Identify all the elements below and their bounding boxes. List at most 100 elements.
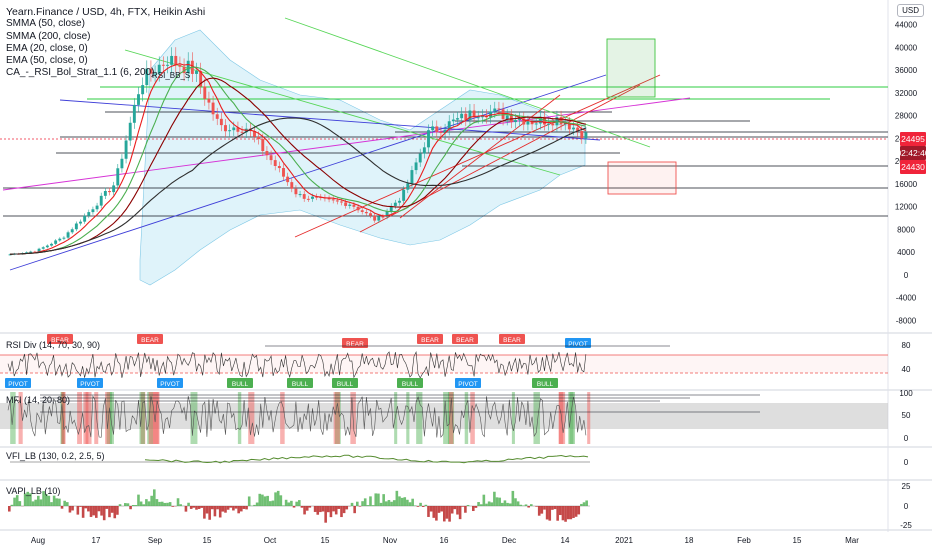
- signal-label-text: BULL: [232, 381, 249, 388]
- vapi-bar: [63, 501, 66, 506]
- vfi-axis-label: 0: [904, 458, 909, 467]
- candle-body: [141, 85, 144, 94]
- vapi-bar: [559, 506, 562, 515]
- candle-body: [402, 190, 405, 201]
- vapi-bar: [403, 497, 406, 506]
- candle-body: [278, 166, 281, 168]
- vapi-bar: [427, 506, 430, 517]
- vapi-bar: [158, 502, 161, 506]
- indicator-strategy[interactable]: CA_-_RSI_Bol_Strat_1.1 (6, 200): [6, 67, 205, 79]
- vapi-bar: [551, 506, 554, 510]
- currency-button[interactable]: USD: [897, 4, 924, 17]
- candle-body: [352, 205, 355, 207]
- vapi-bar: [330, 506, 333, 517]
- vapi-bar: [575, 506, 578, 517]
- rsi-band: [0, 355, 888, 373]
- vapi-bar: [171, 506, 174, 507]
- candle-body: [241, 132, 244, 133]
- mfi-signal-bar: [512, 392, 515, 444]
- candle-body: [71, 229, 74, 232]
- vapi-bar: [496, 497, 499, 506]
- candle-body: [456, 118, 459, 119]
- vapi-axis-label: -25: [900, 521, 912, 530]
- vapi-bar: [419, 503, 422, 506]
- vapi-bar: [517, 501, 520, 506]
- vapi-bar: [266, 496, 269, 506]
- candle-body: [526, 122, 529, 125]
- candle-body: [116, 168, 119, 185]
- candle-body: [120, 159, 123, 168]
- vapi-bar: [356, 502, 359, 506]
- time-axis-label: 2021: [615, 536, 633, 545]
- vapi-bar: [570, 506, 573, 519]
- vapi-bar: [380, 503, 383, 506]
- indicator-ema20[interactable]: EMA (20, close, 0): [6, 43, 205, 55]
- vapi-bar: [229, 506, 232, 508]
- vapi-bar: [203, 506, 206, 519]
- vapi-bar: [274, 492, 277, 506]
- vapi-bar: [58, 499, 61, 506]
- candle-body: [224, 125, 227, 131]
- vapi-bar: [145, 499, 148, 506]
- vapi-bar: [277, 491, 280, 506]
- vapi-pane-label: VAPI_LB (10): [6, 486, 60, 496]
- mfi-signal-bar: [280, 392, 285, 444]
- candle-body: [207, 99, 210, 103]
- price-axis-label: 36000: [895, 66, 918, 75]
- candle-body: [381, 217, 384, 218]
- vapi-bar: [548, 506, 551, 521]
- vapi-bar: [34, 500, 37, 506]
- candle-body: [580, 131, 583, 138]
- candle-body: [460, 114, 463, 118]
- candle-body: [46, 246, 49, 248]
- candle-body: [572, 128, 575, 130]
- vapi-bar: [353, 506, 356, 513]
- candle-body: [373, 216, 376, 221]
- vapi-bar: [282, 505, 285, 506]
- signal-label-text: PIVOT: [568, 341, 588, 348]
- vapi-bar: [148, 501, 151, 506]
- vapi-bar: [92, 506, 95, 515]
- vapi-bar: [219, 506, 222, 517]
- vapi-bar: [577, 506, 580, 514]
- time-axis-label: 18: [685, 536, 694, 545]
- vapi-bar: [11, 505, 14, 506]
- vapi-bar: [351, 503, 354, 506]
- vapi-bar: [185, 506, 188, 512]
- vapi-bar: [506, 503, 509, 506]
- vapi-bar: [106, 506, 109, 509]
- vapi-bar: [95, 506, 98, 518]
- mfi-signal-bar: [238, 392, 241, 444]
- vapi-bar: [200, 506, 203, 508]
- time-axis-label: Mar: [845, 536, 859, 545]
- vapi-bar: [564, 506, 567, 522]
- vapi-bar: [48, 496, 51, 506]
- indicator-smma200[interactable]: SMMA (200, close): [6, 31, 205, 43]
- vapi-bar: [187, 503, 190, 506]
- vapi-bar: [309, 506, 312, 508]
- vapi-bar: [290, 501, 293, 506]
- vapi-bar: [100, 506, 103, 516]
- vapi-bar: [66, 502, 69, 506]
- candle-body: [303, 194, 306, 199]
- mfi-signal-bar: [110, 392, 114, 444]
- indicator-ema50[interactable]: EMA (50, close, 0): [6, 55, 205, 67]
- vapi-bar: [538, 506, 541, 516]
- vapi-bar: [235, 506, 238, 509]
- mfi-signal-bar: [83, 392, 88, 444]
- vapi-bar: [261, 495, 264, 506]
- candle-body: [29, 252, 32, 253]
- indicator-smma50[interactable]: SMMA (50, close): [6, 18, 205, 30]
- mfi-signal-bar: [334, 392, 340, 444]
- vapi-bar: [501, 503, 504, 506]
- vapi-bar: [69, 506, 72, 513]
- vapi-bar: [124, 503, 127, 506]
- vapi-bar: [84, 506, 87, 508]
- candle-body: [137, 94, 140, 105]
- mfi-signal-bar: [77, 392, 82, 444]
- vapi-bar: [327, 506, 330, 512]
- vapi-bar: [530, 504, 533, 506]
- vapi-bar: [425, 505, 428, 506]
